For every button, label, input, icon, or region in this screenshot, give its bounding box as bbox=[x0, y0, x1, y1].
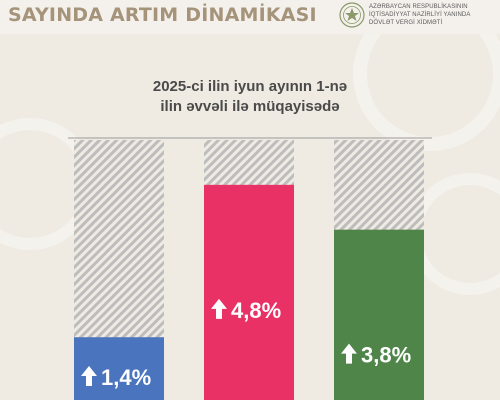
bar-value-label: 3,8% bbox=[361, 343, 411, 368]
bar bbox=[334, 229, 424, 400]
chart-title-line-1: 2025-ci ilin iyun ayının 1-nə bbox=[153, 78, 347, 95]
org-line: AZƏRBAYCAN RESPUBLİKASININ bbox=[369, 4, 468, 10]
bar-value-label: 1,4% bbox=[101, 365, 151, 390]
chart-title-line-2: ilin əvvəli ilə müqayisədə bbox=[160, 98, 339, 115]
tax-service-emblem-icon bbox=[339, 2, 365, 28]
org-line: İQTİSADİYYAT NAZİRLİYİ YANINDA bbox=[369, 12, 471, 18]
up-arrow-icon bbox=[211, 298, 227, 319]
bar bbox=[204, 184, 294, 400]
organization-name: AZƏRBAYCAN RESPUBLİKASININ İQTİSADİYYAT … bbox=[369, 3, 497, 27]
bars-layer: 1,4% 4,8% 3,8% bbox=[74, 140, 424, 400]
page-title: SAYINDA ARTIM DİNAMİKASI bbox=[8, 4, 317, 26]
header-bar: SAYINDA ARTIM DİNAMİKASI AZƏRBAYCAN RESP… bbox=[0, 0, 500, 34]
chart: 2025-ci ilin iyun ayının 1-nə ilin əvvəl… bbox=[0, 34, 500, 400]
bar-value-label: 4,8% bbox=[231, 298, 281, 323]
up-arrow-icon bbox=[81, 366, 97, 386]
org-line: DÖVLƏT VERGİ XİDMƏTİ bbox=[369, 20, 443, 26]
up-arrow-icon bbox=[341, 343, 357, 364]
